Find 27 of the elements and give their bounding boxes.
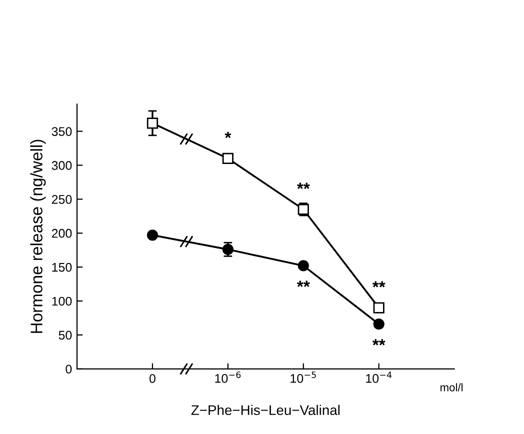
y-tick-label: 100 xyxy=(52,296,72,306)
y-tick-label: 150 xyxy=(52,262,72,272)
point xyxy=(373,318,384,330)
x-tick-label: 10$^{−4}$ xyxy=(366,372,392,383)
y-tick-label: 250 xyxy=(52,194,72,204)
y-tick-label: 50 xyxy=(58,330,72,340)
annotation: ** xyxy=(296,280,310,287)
text: mol/l xyxy=(440,383,463,392)
x-tick-label: 10$^{−5}$ xyxy=(290,372,316,383)
annotation: ** xyxy=(372,281,386,288)
x-tick-label: 10$^{−6}$ xyxy=(215,371,241,383)
y-tick-label: 0 xyxy=(66,364,72,374)
point xyxy=(146,230,158,241)
point xyxy=(146,118,158,129)
annotation: ** xyxy=(372,339,386,346)
x-tick-label: 0 xyxy=(149,374,156,383)
point xyxy=(222,152,234,164)
y-axis-title: Hormone release (ng/well) xyxy=(30,140,46,333)
point xyxy=(298,260,309,272)
y-tick-label: 300 xyxy=(52,161,72,170)
point xyxy=(373,302,384,314)
y-tick-label: 350 xyxy=(52,127,72,136)
annotation: * xyxy=(224,132,232,138)
point xyxy=(222,244,234,255)
annotation: ** xyxy=(296,182,310,189)
y-tick-label: 200 xyxy=(52,228,72,238)
x-axis-title: Z−Phe−His−Leu−Valinal xyxy=(191,404,340,416)
